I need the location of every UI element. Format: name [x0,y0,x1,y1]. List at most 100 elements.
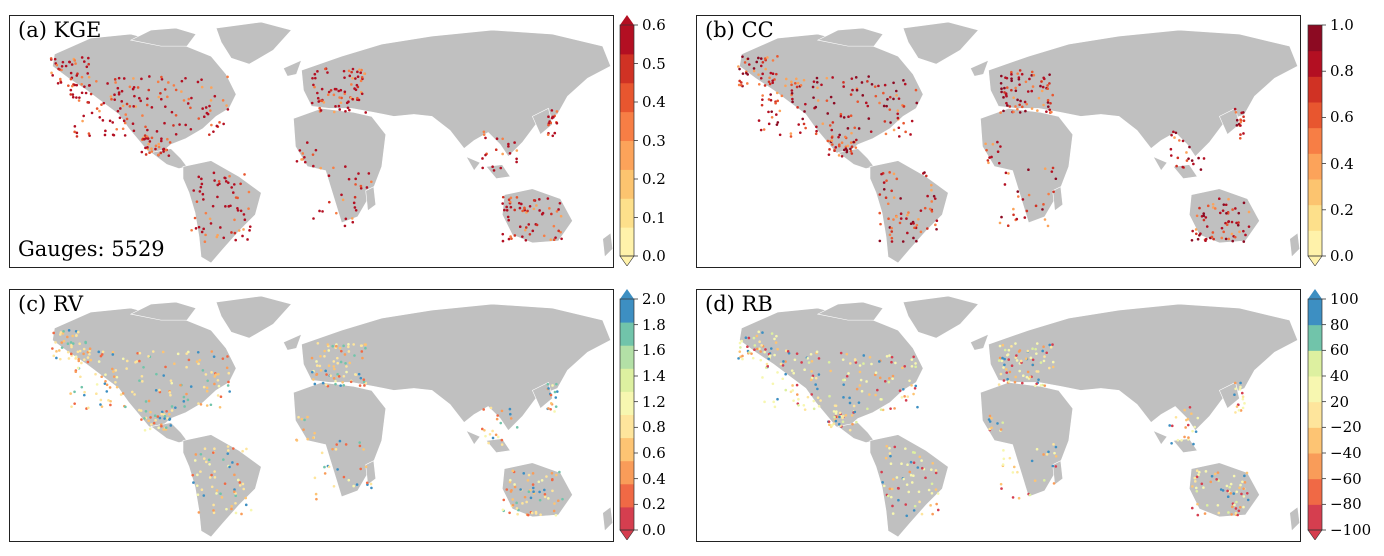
gauge-point [755,60,759,64]
gauge-point [218,405,222,409]
land-mass [531,107,553,135]
land-mass [215,295,292,339]
gauge-point [538,490,541,494]
gauge-point [82,358,86,361]
gauge-point [209,86,213,89]
gauge-point [841,420,845,424]
gauge-point [513,485,517,489]
gauge-point [346,106,350,110]
gauge-point [518,225,522,229]
gauge-point [234,238,238,242]
gauge-point [1245,492,1249,495]
gauge-point [926,227,929,230]
gauge-point [552,115,555,119]
gauge-point [907,211,910,214]
gauge-point [237,229,241,232]
gauge-point [825,99,829,102]
gauge-point [1191,485,1194,488]
gauge-point [998,221,1002,225]
gauge-point [919,209,923,212]
gauge-point [759,64,763,68]
gauge-point [1054,445,1058,449]
gauge-point [339,101,343,105]
gauge-point [1194,486,1198,490]
gauge-point [1054,454,1058,458]
gauge-point [1203,512,1207,515]
gauge-point [507,237,511,241]
gauge-point [1222,203,1226,206]
gauge-point [1242,115,1245,119]
land-mass [1052,460,1064,486]
gauge-point [1035,352,1038,355]
gauge-point [920,512,924,516]
gauge-point [888,233,892,237]
gauge-point [119,107,122,110]
gauge-point [208,476,212,479]
gauge-point [765,362,769,366]
gauge-point [760,344,763,347]
gauge-point [547,407,550,410]
gauge-point [81,119,84,123]
gauge-point [870,362,873,366]
gauge-point [1006,224,1010,228]
land-mass [485,164,511,179]
gauge-point [914,88,918,92]
gauge-point [862,362,865,365]
gauge-point [481,157,484,160]
gauge-point [1000,87,1003,90]
colorbar-segment [620,322,634,346]
gauge-point [481,166,484,170]
gauge-point [905,483,909,486]
gauge-point [347,478,351,482]
gauge-point [902,387,905,391]
gauge-point [89,92,93,96]
gauge-point [173,362,176,365]
gauge-point [494,148,498,152]
gauge-point [143,428,147,432]
gauge-point [508,152,512,155]
gauge-point [1243,474,1246,478]
gauge-point [169,379,173,382]
gauge-point [1235,221,1238,225]
gauge-point [131,87,135,91]
gauge-point [51,74,54,77]
gauge-point [850,152,854,155]
world-map [49,21,613,264]
gauge-point [854,361,858,364]
gauge-point [159,151,163,155]
gauge-point [59,81,63,84]
gauge-point [118,116,122,120]
gauge-point [508,407,512,411]
gauge-point [549,402,553,405]
gauge-point [331,344,334,348]
gauge-point [1018,103,1021,107]
gauge-point [810,359,814,363]
gauge-point [511,469,515,473]
colorbar-tick-label: 1.4 [642,367,666,385]
colorbar-extend-min [619,255,635,266]
colorbar-tick-label: 0.6 [1330,108,1354,127]
gauge-point [856,100,860,103]
gauge-point [360,344,364,347]
land-mass [739,307,924,431]
gauge-point [87,56,90,60]
gauge-point [159,139,163,143]
gauge-point [912,509,916,512]
land-mass [869,434,949,538]
gauge-point [828,394,831,398]
gauge-point [305,141,309,144]
gauge-point [160,424,163,428]
gauge-point [87,84,91,87]
gauge-point [555,382,558,386]
gauge-point [740,339,743,343]
gauge-point [324,369,327,373]
gauge-point [905,217,908,220]
gauge-point [753,348,756,352]
gauge-point [1037,378,1040,381]
gauge-point [842,85,845,88]
colorbar-segment [620,169,634,199]
gauge-point [1030,89,1034,93]
colorbar-tick-label: −100 [1330,521,1372,539]
gauge-point [1016,195,1020,198]
gauge-point [1199,168,1203,171]
